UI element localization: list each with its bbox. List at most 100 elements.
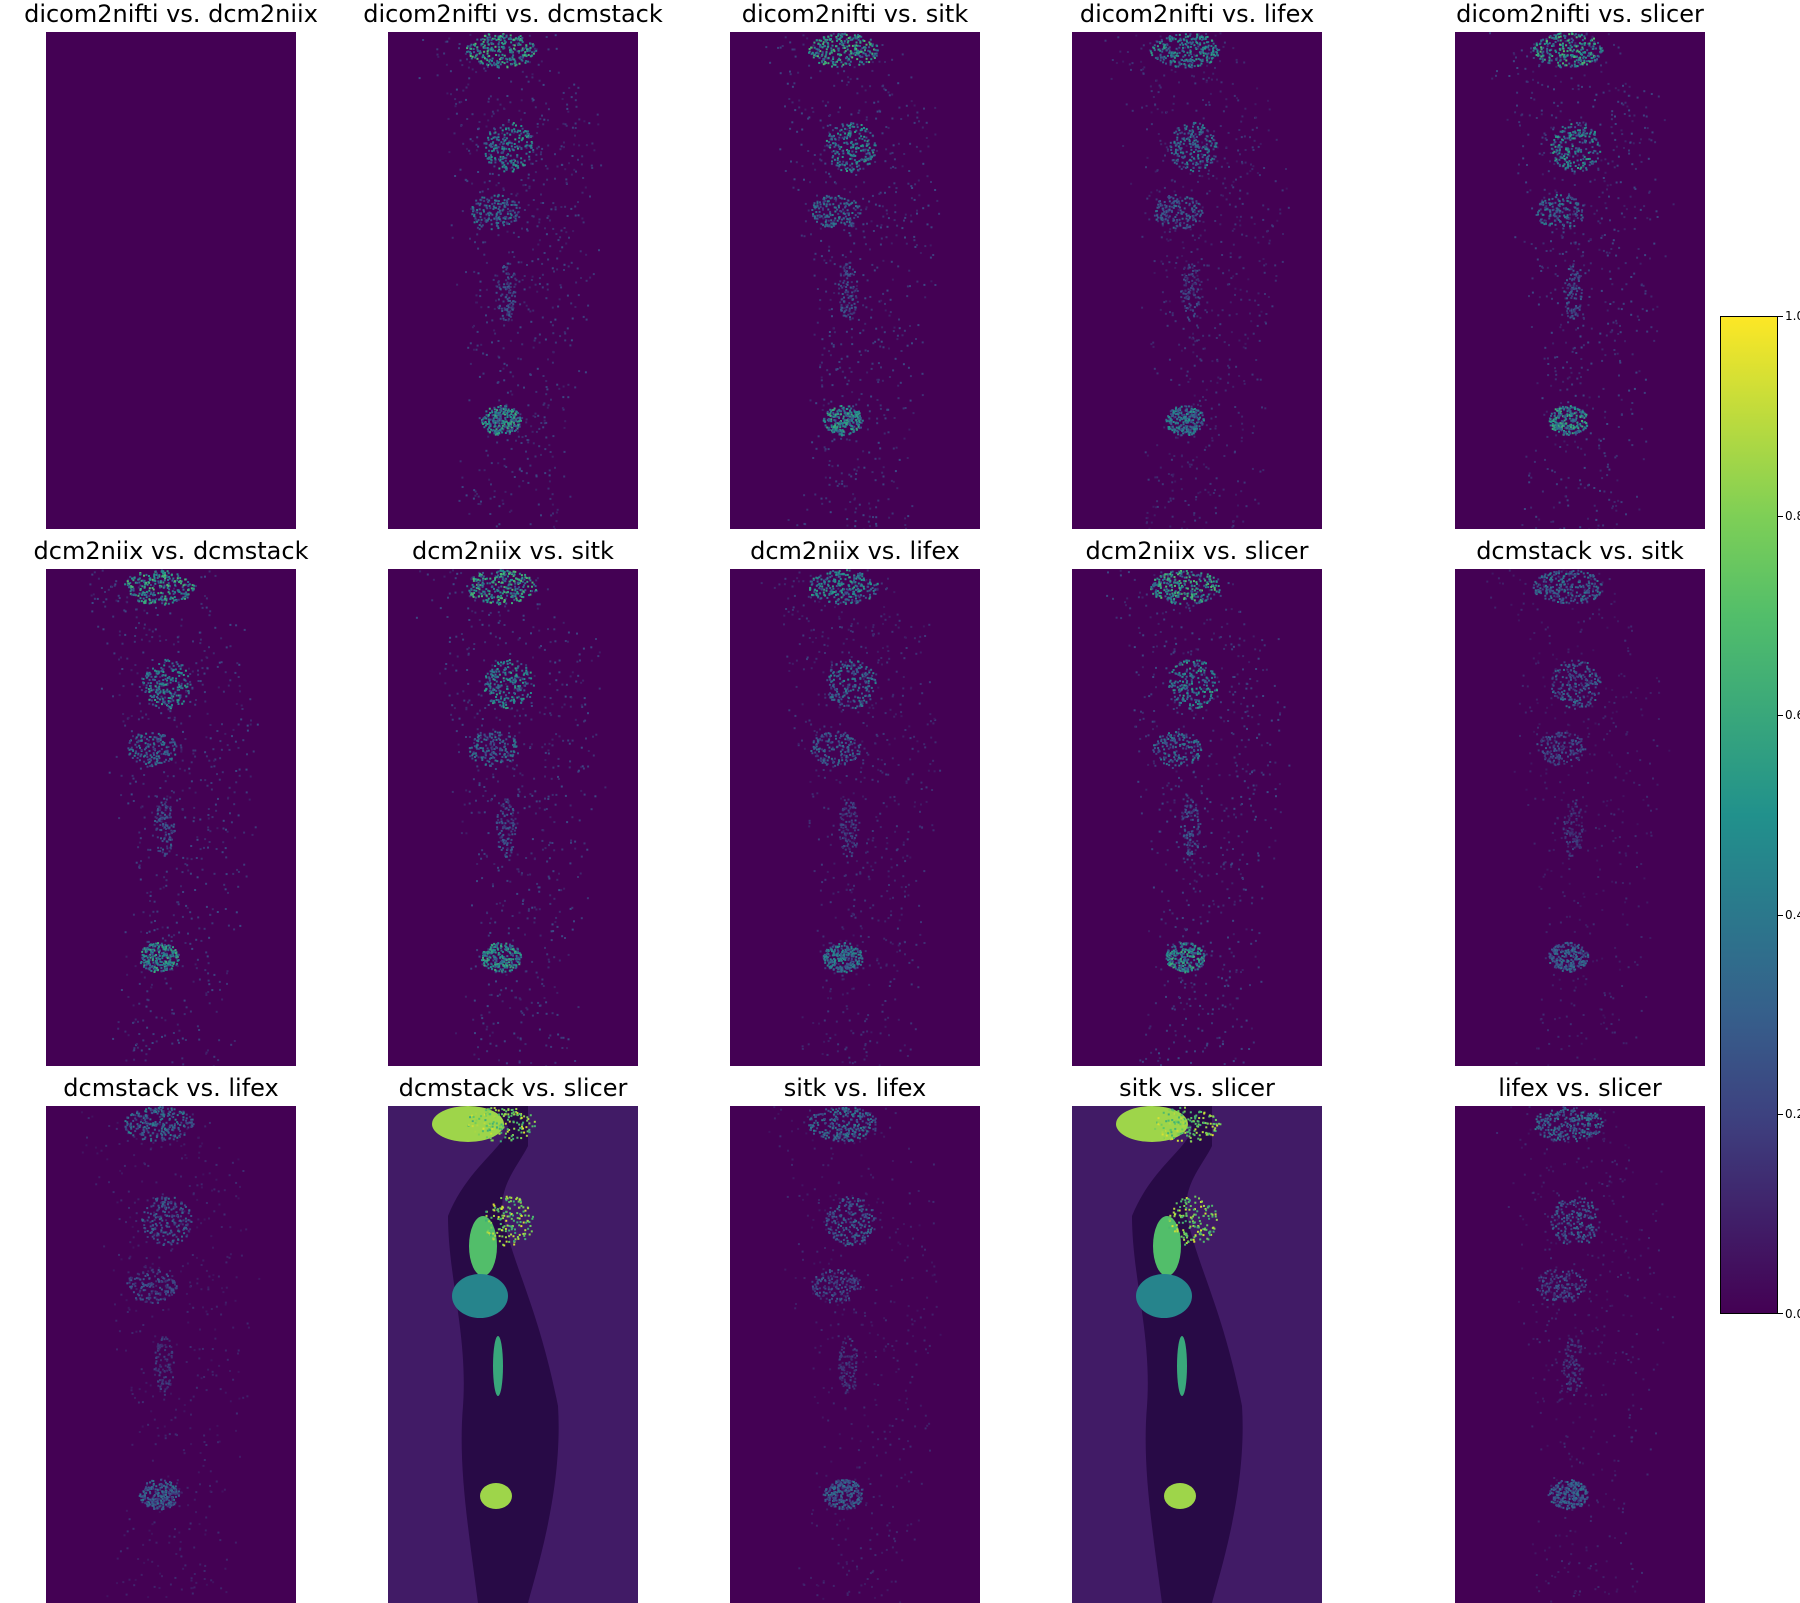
- noise-speckle: [545, 103, 547, 105]
- noise-speckle: [581, 155, 583, 157]
- noise-speckle: [539, 239, 541, 241]
- hot-speckle: [853, 155, 855, 157]
- hot-speckle: [814, 202, 816, 204]
- noise-speckle: [1203, 221, 1205, 223]
- noise-speckle: [846, 331, 848, 333]
- hot-speckle: [505, 157, 507, 159]
- hot-speckle: [831, 197, 833, 199]
- hot-speckle: [500, 414, 502, 416]
- hot-speckle: [506, 199, 508, 201]
- noise-speckle: [927, 175, 929, 177]
- noise-speckle: [889, 315, 891, 317]
- hot-speckle: [486, 423, 488, 425]
- hot-speckle: [851, 281, 853, 283]
- noise-speckle: [855, 404, 857, 406]
- hot-speckle: [512, 275, 514, 277]
- noise-speckle: [872, 471, 874, 473]
- noise-speckle: [498, 399, 500, 401]
- hot-speckle: [1192, 126, 1194, 128]
- hot-speckle: [855, 147, 857, 149]
- hot-speckle: [847, 304, 849, 306]
- hot-speckle: [834, 420, 836, 422]
- noise-speckle: [1156, 476, 1158, 478]
- noise-speckle: [879, 205, 881, 207]
- noise-speckle: [543, 84, 545, 86]
- hot-speckle: [846, 277, 848, 279]
- noise-speckle: [1215, 35, 1217, 37]
- hot-speckle: [495, 46, 497, 48]
- noise-speckle: [1216, 178, 1218, 180]
- noise-speckle: [787, 83, 789, 85]
- hot-speckle: [829, 429, 831, 431]
- noise-speckle: [893, 182, 895, 184]
- noise-speckle: [864, 236, 866, 238]
- noise-speckle: [1230, 277, 1232, 279]
- noise-speckle: [1195, 478, 1197, 480]
- hot-speckle: [516, 214, 518, 216]
- noise-speckle: [1269, 240, 1271, 242]
- noise-speckle: [1535, 450, 1537, 452]
- noise-speckle: [1245, 149, 1247, 151]
- hot-speckle: [482, 38, 484, 40]
- hot-speckle: [496, 219, 498, 221]
- hot-speckle: [1171, 152, 1173, 154]
- hot-speckle: [503, 224, 505, 226]
- noise-speckle: [813, 258, 815, 260]
- hot-speckle: [1178, 47, 1180, 49]
- noise-speckle: [1196, 340, 1198, 342]
- noise-speckle: [908, 170, 910, 172]
- noise-speckle: [1491, 78, 1493, 80]
- hot-speckle: [877, 49, 879, 51]
- hot-speckle: [837, 144, 839, 146]
- noise-speckle: [479, 191, 481, 193]
- noise-speckle: [1212, 440, 1214, 442]
- hot-speckle: [1186, 151, 1188, 153]
- noise-speckle: [903, 220, 905, 222]
- hot-speckle: [511, 295, 513, 297]
- noise-speckle: [1222, 272, 1224, 274]
- hot-speckle: [495, 144, 497, 146]
- hot-speckle: [847, 152, 849, 154]
- noise-speckle: [1157, 372, 1159, 374]
- hot-speckle: [843, 275, 845, 277]
- noise-speckle: [536, 431, 538, 433]
- noise-speckle: [540, 202, 542, 204]
- noise-speckle: [916, 281, 918, 283]
- hot-speckle: [1187, 295, 1189, 297]
- noise-speckle: [885, 417, 887, 419]
- noise-speckle: [492, 173, 494, 175]
- hot-speckle: [1193, 151, 1195, 153]
- noise-speckle: [547, 119, 549, 121]
- hot-speckle: [855, 48, 857, 50]
- hot-speckle: [496, 213, 498, 215]
- noise-speckle: [858, 399, 860, 401]
- hot-speckle: [509, 429, 511, 431]
- noise-speckle: [1207, 173, 1209, 175]
- noise-speckle: [1204, 489, 1206, 491]
- noise-speckle: [1556, 356, 1558, 358]
- hot-speckle: [823, 41, 825, 43]
- hot-speckle: [1185, 293, 1187, 295]
- noise-speckle: [1656, 330, 1658, 332]
- noise-speckle: [913, 239, 915, 241]
- hot-speckle: [840, 405, 842, 407]
- hot-speckle: [1182, 49, 1184, 51]
- noise-speckle: [1172, 314, 1174, 316]
- hot-speckle: [1197, 65, 1199, 67]
- noise-speckle: [1199, 491, 1201, 493]
- hot-speckle: [1207, 161, 1209, 163]
- noise-speckle: [801, 165, 803, 167]
- hot-speckle: [845, 63, 847, 65]
- noise-speckle: [1527, 81, 1529, 83]
- hot-speckle: [502, 138, 504, 140]
- noise-speckle: [1249, 170, 1251, 172]
- noise-speckle: [552, 202, 554, 204]
- hot-speckle: [866, 128, 868, 130]
- noise-speckle: [1244, 482, 1246, 484]
- noise-speckle: [498, 182, 500, 184]
- hot-speckle: [843, 300, 845, 302]
- hot-speckle: [1189, 217, 1191, 219]
- hot-speckle: [1197, 45, 1199, 47]
- noise-speckle: [488, 306, 490, 308]
- hot-speckle: [1196, 429, 1198, 431]
